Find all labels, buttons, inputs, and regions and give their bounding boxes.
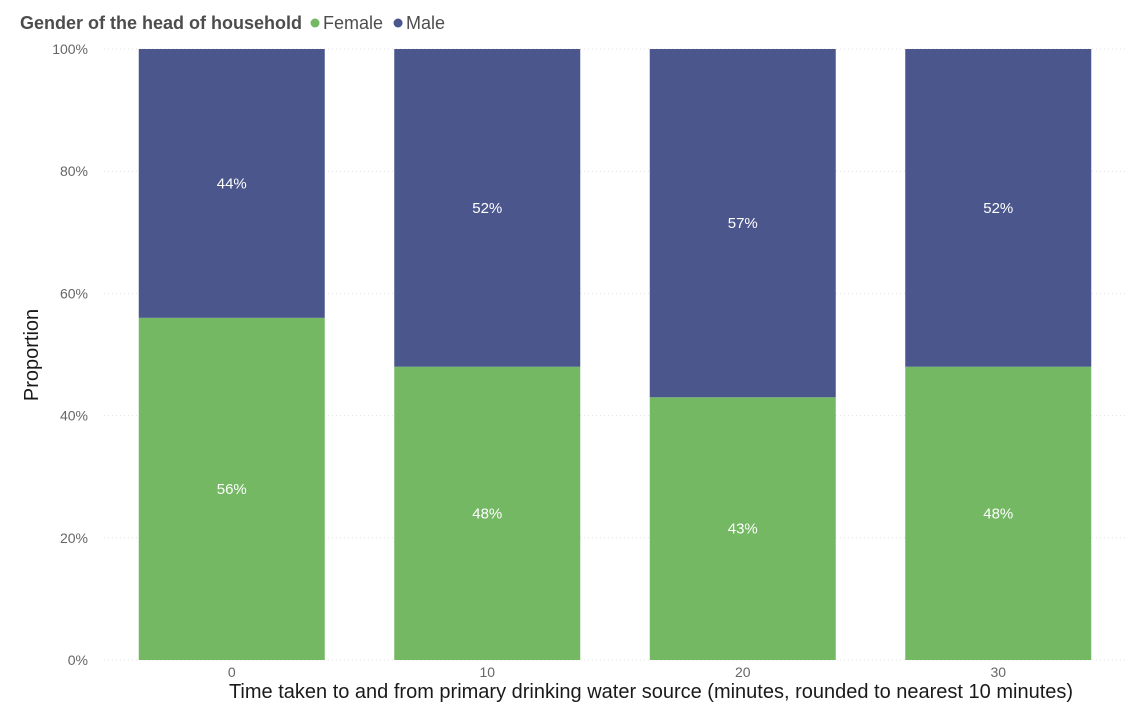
data-labels: 56% 44% 48% 52% 43% 57% 48% 52%: [217, 175, 1014, 537]
bar-segment-female[interactable]: [905, 366, 1092, 660]
legend-title: Gender of the head of household: [20, 13, 302, 33]
x-tick-label: 0: [228, 664, 236, 680]
bars: [138, 49, 1092, 660]
bar-segment-male[interactable]: [649, 49, 836, 398]
y-axis-ticks: 0% 20% 40% 60% 80% 100%: [52, 41, 88, 668]
bar-segment-female[interactable]: [394, 366, 581, 660]
legend: Gender of the head of household Female Ma…: [20, 13, 445, 33]
y-axis-title: Proportion: [21, 309, 43, 401]
data-label-female: 56%: [217, 481, 247, 498]
legend-label-male: Male: [406, 13, 445, 33]
x-axis-title: Time taken to and from primary drinking …: [229, 681, 1073, 703]
data-label-female: 43%: [728, 521, 758, 538]
bar-segment-male[interactable]: [138, 49, 325, 318]
x-tick-label: 10: [479, 664, 495, 680]
data-label-male: 52%: [472, 200, 502, 217]
y-tick-label: 20%: [60, 530, 88, 546]
bar-segment-male[interactable]: [905, 49, 1092, 367]
bar-segment-female[interactable]: [649, 397, 836, 660]
data-label-male: 52%: [983, 200, 1013, 217]
legend-label-female: Female: [323, 13, 383, 33]
y-tick-label: 100%: [52, 41, 88, 57]
data-label-male: 44%: [217, 175, 247, 192]
data-label-female: 48%: [983, 505, 1013, 522]
y-tick-label: 40%: [60, 408, 88, 424]
legend-marker-male: [393, 18, 403, 28]
x-tick-label: 20: [735, 664, 751, 680]
legend-items: Female Male: [310, 13, 445, 33]
data-label-male: 57%: [728, 215, 758, 232]
bar-segment-male[interactable]: [394, 49, 581, 367]
x-axis-ticks: 0 10 20 30: [228, 664, 1006, 680]
bar-segment-female[interactable]: [138, 317, 325, 660]
y-tick-label: 60%: [60, 285, 88, 301]
y-tick-label: 0%: [68, 652, 88, 668]
data-label-female: 48%: [472, 505, 502, 522]
x-tick-label: 30: [990, 664, 1006, 680]
y-tick-label: 80%: [60, 163, 88, 179]
legend-marker-female: [310, 18, 320, 28]
